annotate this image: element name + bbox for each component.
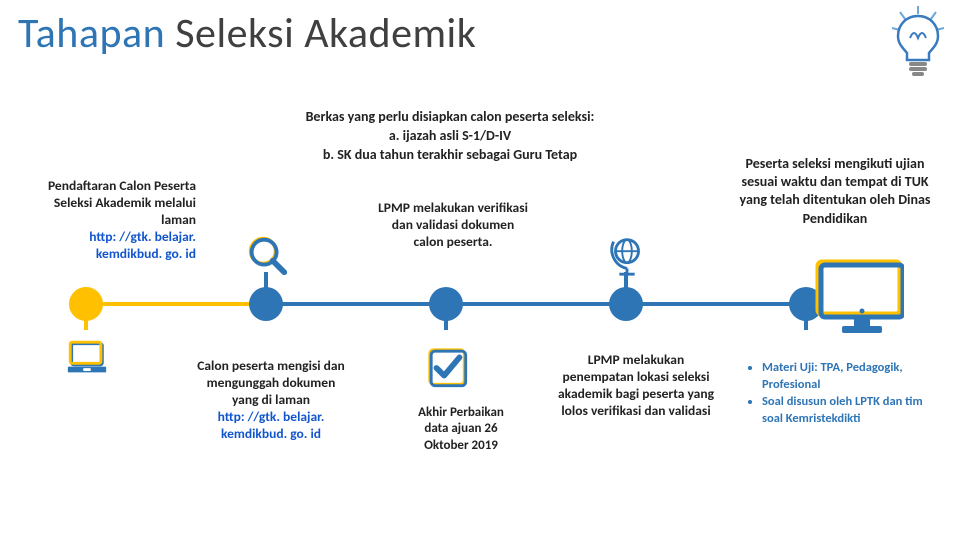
- documents-needed: Berkas yang perlu disiapkan calon pesert…: [270, 108, 630, 165]
- stem-1: [84, 306, 88, 330]
- page-title: Tahapan Seleksi Akademik: [18, 8, 476, 59]
- step-4-text: Akhir Perbaikan data ajuan 26 Oktober 20…: [396, 405, 526, 454]
- berkas-line1: Berkas yang perlu disiapkan calon pesert…: [306, 108, 595, 125]
- title-word-1: Tahapan: [18, 8, 165, 59]
- laptop-icon: [60, 332, 114, 386]
- exam-info-text: Peserta seleksi mengikuti ujian sesuai w…: [730, 155, 940, 228]
- monitor-icon: [814, 258, 904, 343]
- timeline-segment-4: [626, 302, 806, 306]
- berkas-line2: a. ijazah asli S-1/D-IV: [270, 127, 630, 146]
- step-5-text: LPMP melakukan penempatan lokasi seleksi…: [556, 352, 716, 420]
- bullet-2: Soal disusun oleh LPTK dan tim soal Kemr…: [762, 394, 938, 428]
- bullet-1: Materi Uji: TPA, Pedagogik, Profesional: [762, 360, 938, 394]
- right-bullets: Materi Uji: TPA, Pedagogik, Profesional …: [748, 360, 938, 428]
- stem-5: [804, 306, 808, 330]
- globe-stand-icon: [600, 228, 654, 282]
- magnifier-icon: [240, 228, 294, 282]
- slide: Tahapan Seleksi Akademik Berkas yang per…: [0, 0, 960, 540]
- title-word-2: Seleksi Akademik: [175, 8, 476, 59]
- step-2-text: Calon peserta mengisi dan mengunggah dok…: [196, 358, 346, 442]
- timeline-segment-1: [86, 302, 266, 306]
- step-3-text: LPMP melakukan verifikasi dan validasi d…: [378, 200, 528, 251]
- berkas-line3: b. SK dua tahun terakhir sebagai Guru Te…: [270, 146, 630, 165]
- lightbulb-icon: [888, 6, 948, 78]
- timeline-segment-2: [266, 302, 446, 306]
- timeline-segment-3: [446, 302, 626, 306]
- step-1-link[interactable]: http: //gtk. belajar. kemdikbud. go. id: [89, 228, 196, 262]
- step-1-text: Pendaftaran Calon Peserta Seleksi Akadem…: [46, 178, 196, 262]
- checkmark-icon: [420, 340, 474, 394]
- stem-3: [444, 306, 448, 330]
- step-2-link[interactable]: http: //gtk. belajar. kemdikbud. go. id: [218, 408, 325, 442]
